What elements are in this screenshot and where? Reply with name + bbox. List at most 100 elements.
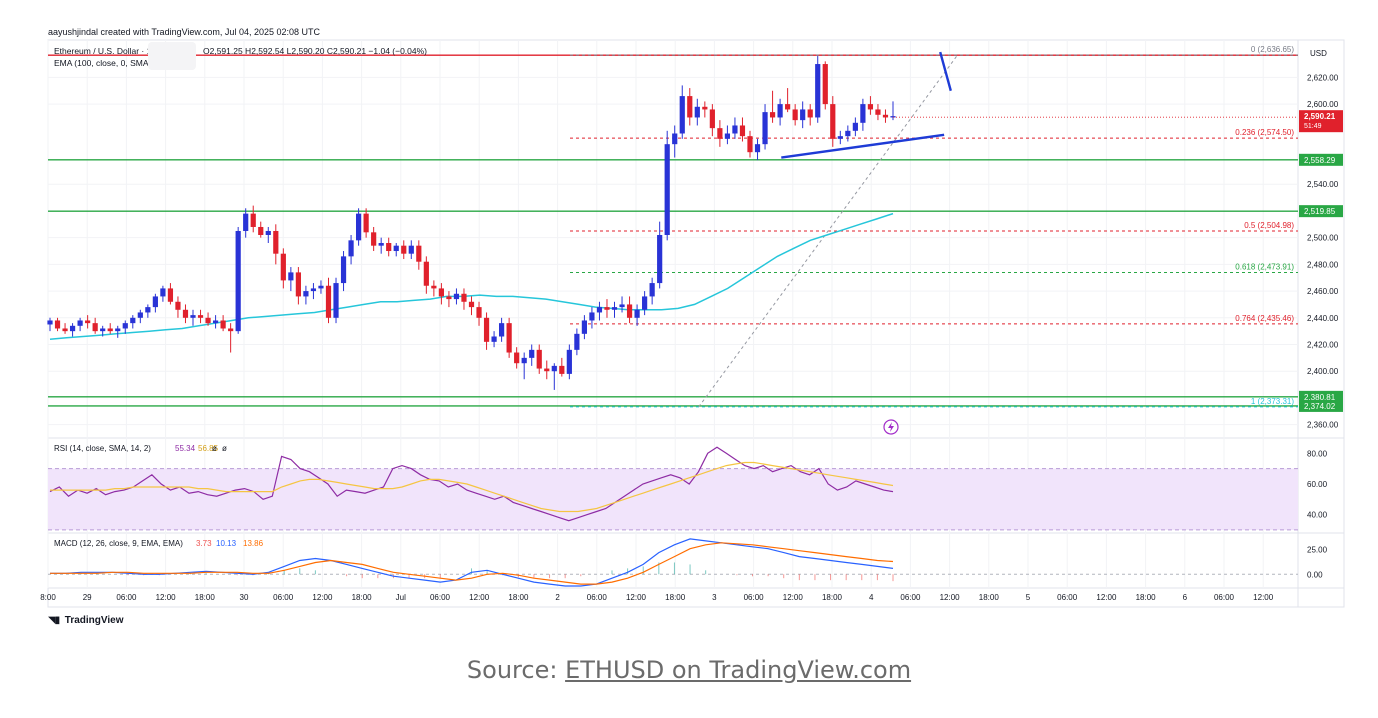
macd-tick-label: 25.00	[1307, 546, 1328, 555]
candle-body	[815, 64, 821, 118]
candle	[348, 234, 354, 265]
candle-body	[378, 243, 384, 246]
tradingview-logo[interactable]: ◥▮ TradingView	[48, 615, 124, 626]
candle	[611, 301, 618, 318]
x-tick-label: 18:00	[665, 593, 686, 602]
x-tick-label: 06:00	[1214, 593, 1235, 602]
candle-body	[739, 125, 746, 137]
price-pane[interactable]: 0 (2,636.65) 0.236 (2,574.50) 0.5 (2,504.9…	[47, 45, 1298, 435]
y-tick-label: 2,360.00	[1307, 421, 1339, 430]
source-caption: Source: ETHUSD on TradingView.com	[0, 656, 1378, 684]
candle	[837, 130, 843, 145]
candle	[657, 221, 663, 289]
candle	[769, 90, 776, 123]
x-tick-label: 30	[240, 593, 249, 602]
candle-body	[642, 296, 648, 310]
time-axis[interactable]: 8:00 29 06:00 12:00 18:00 30 06:00 12:00 18:00 Ju…	[40, 593, 1274, 602]
candle-body	[265, 230, 271, 235]
candle-body	[777, 104, 783, 118]
currency-label: USD	[1310, 49, 1327, 58]
y-tick-label: 2,480.00	[1307, 260, 1339, 269]
level-price-label: 2,519.85	[1304, 207, 1336, 216]
x-tick-label: 12:00	[626, 593, 647, 602]
lightning-icon	[883, 419, 899, 435]
fib-level-label: 0.618 (2,473.91)	[1235, 263, 1294, 272]
candle	[491, 331, 497, 348]
candle-body	[747, 136, 753, 153]
candle	[393, 243, 399, 257]
candle	[626, 296, 633, 324]
fib-trend-line	[698, 54, 958, 408]
candle-body	[77, 320, 83, 326]
fib-level-label: 0.236 (2,574.50)	[1235, 128, 1294, 137]
candle	[468, 296, 475, 316]
candle-body	[423, 261, 429, 286]
candle	[536, 344, 542, 374]
candle	[785, 88, 791, 113]
candle-body	[325, 285, 332, 318]
candle-body	[611, 307, 618, 310]
candle-body	[182, 309, 189, 318]
tradingview-logo-icon: ◥▮	[48, 615, 60, 626]
candle-body	[461, 293, 467, 302]
candle-body	[604, 307, 610, 310]
candle	[875, 104, 881, 121]
candle	[145, 304, 151, 318]
candle-body	[596, 307, 603, 313]
x-tick-label: 06:00	[430, 593, 451, 602]
candle-body	[333, 283, 339, 318]
rsi-pane[interactable]	[48, 446, 1298, 531]
candle	[92, 317, 98, 334]
rsi-line	[49, 446, 894, 522]
candle-body	[453, 293, 460, 300]
candle	[860, 98, 866, 131]
y-tick-label: 2,600.00	[1307, 100, 1339, 109]
candle-body	[822, 64, 828, 105]
x-tick-label: 12:00	[469, 593, 490, 602]
candle	[220, 315, 226, 332]
fib-level-label: 0 (2,636.65)	[1251, 45, 1294, 54]
candle-body	[483, 317, 490, 342]
candle-body	[566, 349, 572, 374]
candle-body	[386, 243, 392, 252]
candle	[882, 109, 889, 123]
candle-body	[220, 320, 226, 329]
channel-upper-line	[939, 51, 952, 92]
macd-pane[interactable]	[48, 538, 1298, 587]
candle-body	[800, 109, 806, 121]
y-tick-label: 2,460.00	[1307, 287, 1339, 296]
candle	[85, 315, 91, 329]
candle	[566, 344, 572, 380]
candle	[295, 267, 301, 305]
candle-body	[785, 104, 791, 110]
candle	[77, 317, 83, 332]
current-price-tag	[1299, 110, 1343, 133]
rsi-legend: RSI (14, close, SMA, 14, 2)	[54, 444, 151, 453]
candle-body	[258, 226, 264, 235]
candle	[807, 104, 813, 126]
candle	[363, 208, 369, 238]
candle-body	[536, 349, 542, 369]
candle	[431, 280, 437, 297]
candle	[54, 317, 61, 332]
candle	[717, 120, 723, 147]
candle-body	[837, 136, 843, 139]
candle	[235, 226, 241, 334]
candle-body	[657, 234, 663, 284]
ema-legend: EMA (100, close, 0, SMA, 9)	[54, 58, 161, 68]
candle	[69, 323, 76, 337]
candle-body	[416, 245, 422, 262]
candle	[559, 357, 565, 377]
candle	[664, 130, 670, 241]
price-axis[interactable]: 2,360.00 2,400.00 2,420.00 2,440.00 2,460.00…	[1299, 49, 1343, 579]
candle	[333, 277, 339, 324]
x-tick-label: 18:00	[195, 593, 216, 602]
legends: Ethereum / U.S. Dollar · 1h O2,591.25 H2,…	[54, 42, 427, 548]
source-link[interactable]: ETHUSD on TradingView.com	[565, 656, 912, 684]
candle-body	[310, 288, 317, 292]
candle-body	[491, 336, 497, 342]
candle-body	[574, 333, 580, 350]
fib-level-label: 0.5 (2,504.98)	[1244, 221, 1294, 230]
x-tick-label: 12:00	[156, 593, 177, 602]
